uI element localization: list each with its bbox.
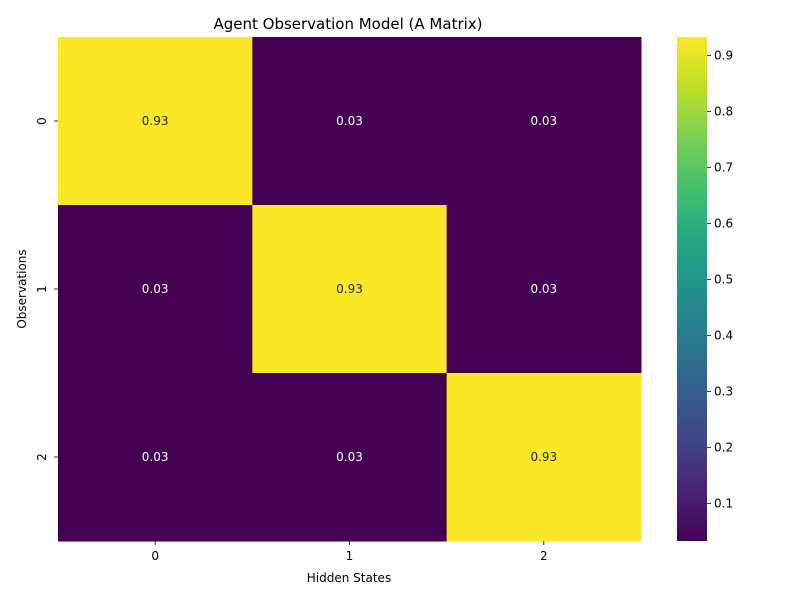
cell-value-label: 0.03 (142, 282, 169, 296)
colorbar-tick-label: 0.3 (714, 385, 733, 399)
y-tick-label: 0 (35, 117, 49, 125)
x-axis-ticks: 0 1 2 (151, 541, 548, 563)
heatmap-cell (252, 205, 448, 374)
cell-value-label: 0.93 (530, 450, 557, 464)
cell-value-label: 0.03 (336, 450, 363, 464)
cell-value-label: 0.03 (142, 450, 169, 464)
colorbar-tick-label: 0.7 (714, 161, 733, 175)
colorbar-tick-label: 0.1 (714, 497, 733, 511)
y-axis-ticks: 0 1 2 (35, 117, 58, 461)
heatmap-cell (446, 37, 642, 206)
colorbar-tick-label: 0.4 (714, 329, 733, 343)
x-tick-label: 0 (151, 549, 159, 563)
heatmap-cell (446, 205, 642, 374)
heatmap-cell (58, 373, 253, 542)
cell-value-label: 0.03 (530, 282, 557, 296)
y-tick-label: 1 (35, 285, 49, 293)
colorbar-tick-label: 0.9 (714, 49, 733, 63)
heatmap-cell-labels: 0.93 0.03 0.03 0.03 0.93 0.03 0.03 0.03 0.93 (142, 114, 557, 464)
x-tick-label: 1 (346, 549, 354, 563)
colorbar (677, 37, 707, 541)
x-tick-label: 2 (540, 549, 548, 563)
y-tick-label: 2 (35, 453, 49, 461)
colorbar-tick-label: 0.2 (714, 441, 733, 455)
cell-value-label: 0.03 (336, 114, 363, 128)
cell-value-label: 0.03 (530, 114, 557, 128)
colorbar-tick-label: 0.5 (714, 273, 733, 287)
cell-value-label: 0.93 (336, 282, 363, 296)
heatmap-cell (58, 205, 253, 374)
heatmap-cell (446, 373, 642, 542)
cell-value-label: 0.93 (142, 114, 169, 128)
heatmap-cell (252, 37, 448, 206)
heatmap-cells (58, 37, 642, 542)
chart-title: Agent Observation Model (A Matrix) (213, 15, 482, 33)
colorbar-tick-label: 0.8 (714, 105, 733, 119)
colorbar-ticks: 0.1 0.2 0.3 0.4 0.5 0.6 0.7 0.8 0.9 (707, 49, 733, 511)
heatmap-cell (58, 37, 253, 206)
colorbar-tick-label: 0.6 (714, 217, 733, 231)
heatmap-cell (252, 373, 448, 542)
x-axis-label: Hidden States (307, 571, 391, 585)
y-axis-label: Observations (15, 249, 29, 328)
